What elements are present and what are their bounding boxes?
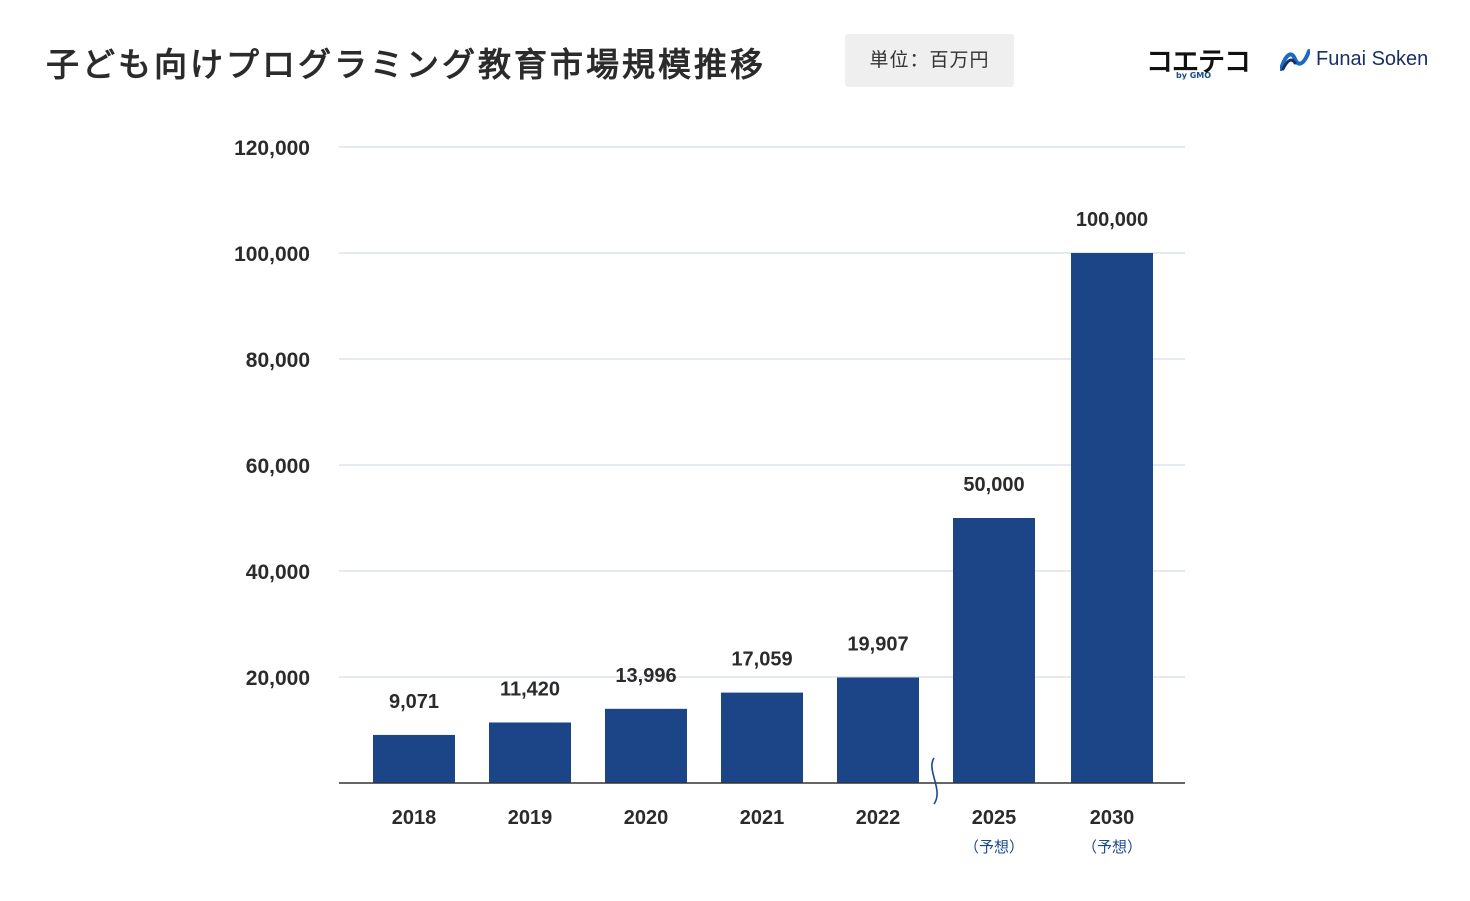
data-label: 50,000 <box>963 474 1024 496</box>
funai-soken-logo-text: Funai Soken <box>1316 47 1429 70</box>
x-tick-label: 2022 <box>856 807 901 829</box>
chart-title: 子ども向けプログラミング教育市場規模推移 <box>46 45 766 84</box>
funai-soken-logo: Funai Soken <box>1280 46 1428 72</box>
x-axis: 2018 2019 2020 2021 2022 2025 （予想） 2030 （予想） <box>339 757 1185 856</box>
y-tick-label: 40,000 <box>246 561 310 584</box>
x-tick-label: 2020 <box>624 807 669 829</box>
y-tick-label: 80,000 <box>246 349 310 372</box>
forecast-note: （予想） <box>964 838 1024 856</box>
bars <box>373 253 1153 783</box>
y-axis: 20,000 40,000 60,000 80,000 100,000 120,000 <box>234 137 310 690</box>
x-tick-label: 2018 <box>392 807 437 829</box>
koeteco-logo-sub: by GMO <box>1176 71 1212 80</box>
x-tick-label: 2021 <box>740 807 785 829</box>
data-label: 9,071 <box>389 691 439 713</box>
data-labels: 9,071 11,420 13,996 17,059 19,907 50,000 100,0… <box>389 209 1148 713</box>
x-tick-label: 2025 <box>972 807 1017 829</box>
bar-2021 <box>721 692 803 783</box>
x-tick-label: 2030 <box>1090 807 1135 829</box>
grid-lines <box>339 146 1185 678</box>
y-tick-label: 20,000 <box>246 667 310 690</box>
y-tick-label: 100,000 <box>234 243 310 266</box>
funai-wave-icon <box>1280 49 1310 71</box>
x-tick-label: 2019 <box>508 807 553 829</box>
bar-2019 <box>489 722 571 783</box>
data-label: 17,059 <box>731 649 792 671</box>
data-label: 19,907 <box>847 633 908 655</box>
bar-2020 <box>605 708 687 783</box>
bar-2030 <box>1071 253 1153 783</box>
koeteco-logo-text: コエテコ <box>1146 47 1251 78</box>
bar-2022 <box>837 677 919 783</box>
data-label: 11,420 <box>500 678 560 700</box>
data-label: 100,000 <box>1076 209 1148 231</box>
axis-break-mark <box>931 757 938 805</box>
koeteco-logo: コエテコ by GMO <box>1146 40 1251 82</box>
y-tick-label: 120,000 <box>234 137 310 160</box>
forecast-note: （予想） <box>1082 838 1142 856</box>
bar-2018 <box>373 734 455 783</box>
data-label: 13,996 <box>615 665 676 687</box>
y-tick-label: 60,000 <box>246 455 310 478</box>
bar-2025 <box>953 518 1035 783</box>
unit-badge: 単位：百万円 <box>845 34 1014 87</box>
